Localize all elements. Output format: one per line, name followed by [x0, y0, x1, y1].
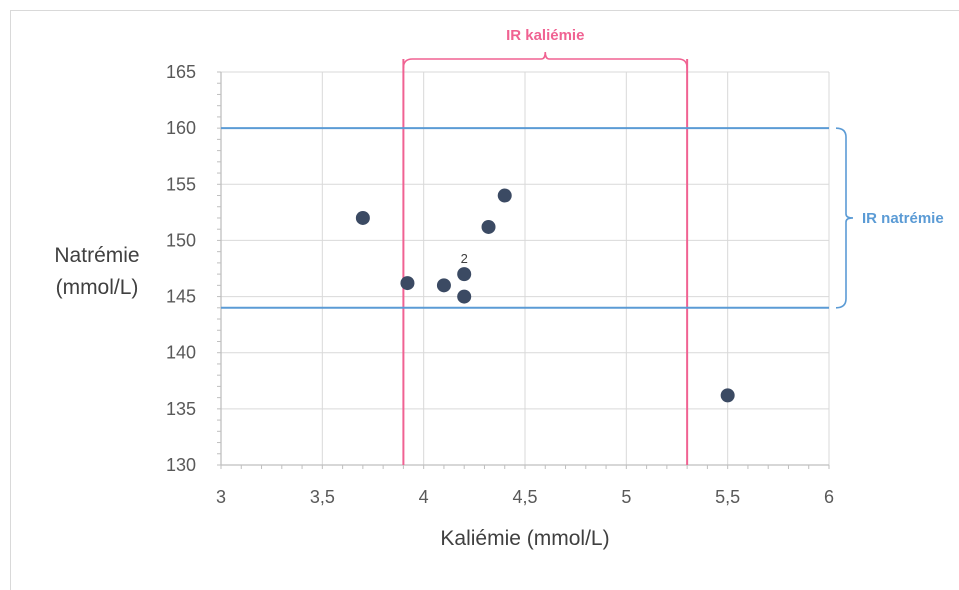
data-point-label: 2: [461, 251, 468, 266]
data-point: [436, 278, 451, 293]
data-point: [400, 276, 415, 291]
y-tick-label: 160: [166, 118, 196, 138]
x-tick-label: 5: [621, 487, 631, 507]
y-tick-label: 165: [166, 62, 196, 82]
natremie-range-label: IR natrémie: [862, 210, 944, 227]
x-tick-label: 4,5: [512, 487, 537, 507]
x-axis-title: Kaliémie (mmol/L): [440, 527, 609, 550]
axes: [217, 71, 830, 469]
data-point: [720, 388, 735, 403]
data-point: [497, 188, 512, 203]
chart-frame: [10, 10, 959, 590]
x-tick-label: 3: [216, 487, 226, 507]
kaliemie-bracket: [402, 51, 688, 69]
x-tick-label: 3,5: [310, 487, 335, 507]
x-tick-label: 6: [824, 487, 834, 507]
y-tick-label: 130: [166, 455, 196, 475]
y-tick-label: 155: [166, 174, 196, 194]
data-point: [457, 289, 472, 304]
y-axis-title-line: Natrémie: [54, 244, 139, 267]
y-tick-label: 150: [166, 230, 196, 250]
y-axis-title-line: (mmol/L): [56, 276, 139, 299]
reference-ranges: [221, 51, 854, 465]
data-point: [355, 210, 370, 225]
data-point: [481, 219, 496, 234]
grid-lines: [221, 71, 830, 465]
data-point: [457, 267, 472, 282]
data-points: [355, 188, 735, 403]
y-tick-label: 140: [166, 343, 196, 363]
kaliemie-range-label: IR kaliémie: [506, 27, 584, 44]
labels: 130 135 140 145 150 155 160 165 3 3,5 4 4,5 5 5,5 6 IR …: [54, 27, 943, 550]
y-tick-label: 135: [166, 399, 196, 419]
x-tick-label: 5,5: [715, 487, 740, 507]
x-tick-label: 4: [419, 487, 429, 507]
natremie-bracket: [835, 127, 854, 309]
y-tick-label: 145: [166, 287, 196, 307]
scatter-chart: 130 135 140 145 150 155 160 165 3 3,5 4 4,5 5 5,5 6 IR …: [54, 27, 943, 550]
